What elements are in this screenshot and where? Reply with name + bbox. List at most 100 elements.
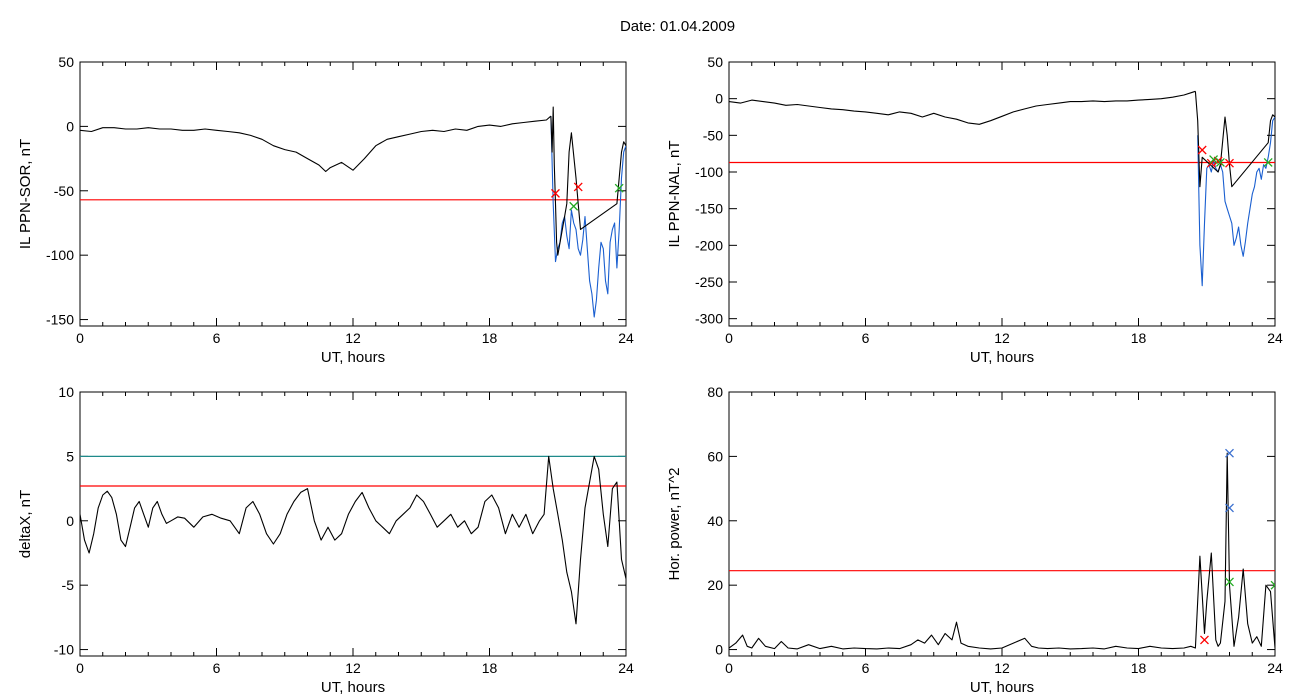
y-tick-label: -5 [62,577,75,593]
marker-stroke [551,188,560,198]
x-tick-label: 24 [618,660,634,676]
y-tick-label: 5 [66,448,74,464]
y-tick-label: 60 [707,448,723,464]
marker-stroke [1270,580,1275,587]
x-axis-label: UT, hours [970,349,1034,366]
marker-stroke [1225,448,1234,458]
y-tick-label: -150 [695,201,723,217]
y-tick-label: -250 [695,274,723,290]
marker-stroke [1197,145,1207,155]
x-axis-label: UT, hours [321,679,385,696]
x-tick-label: 6 [213,330,221,346]
data-trace [80,455,626,625]
y-tick-label: -300 [695,311,723,327]
x-tick-label: 18 [1131,660,1147,676]
marker-green [569,201,579,211]
chart-panel-1: 0 6 12 18 24 50 0 -50 -100 -150 UT, hours IL PPN-SO… [17,54,634,366]
chart-panel-2: 0 6 12 18 24 50 0 -50 -100 -150 -200 -250 -300 UT, ho… [666,54,1283,366]
y-tick-label: -50 [54,183,74,199]
x-tick-label: 24 [1267,660,1283,676]
marker-red [1197,145,1207,155]
y-tick-label: 80 [707,384,723,400]
y-tick-label: 50 [58,54,74,70]
marker-stroke [1270,584,1275,590]
y-tick-label: -10 [54,642,74,658]
marker-stroke [1225,503,1234,513]
y-tick-label: 40 [707,513,723,529]
marker-green [1215,158,1225,167]
marker-green [1225,577,1234,587]
data-trace [550,106,626,256]
marker-stroke [569,201,579,211]
marker-red [573,182,583,192]
marker-stroke [1225,158,1234,168]
plot-area [80,106,626,318]
y-tick-label: 0 [66,513,74,529]
data-trace [1194,91,1275,188]
y-axis-label: deltaX, nT [17,490,34,558]
x-tick-label: 0 [725,660,733,676]
substorm-trace [550,116,626,318]
plot-frame [728,61,1276,327]
marker-stroke [1215,158,1225,167]
marker-blue [1225,503,1234,513]
plot-area [729,448,1275,650]
plot-area [729,90,1275,287]
data-trace [729,452,1275,650]
substorm-trace [1197,116,1275,287]
y-tick-label: -100 [695,164,723,180]
y-tick-label: 0 [715,91,723,107]
chart-panel-4: 0 6 12 18 24 80 60 40 20 0 UT, hours Hor. power, nT… [666,384,1283,696]
marker-stroke [1225,577,1234,587]
x-axis-label: UT, hours [321,349,385,366]
y-tick-label: 50 [707,54,723,70]
x-axis-label: UT, hours [970,679,1034,696]
plot-frame [79,61,627,327]
marker-green [614,183,624,193]
x-tick-label: 6 [862,660,870,676]
y-tick-label: -150 [46,312,74,328]
x-tick-label: 12 [994,660,1010,676]
x-tick-label: 0 [76,330,84,346]
marker-stroke [614,183,624,193]
x-tick-label: 6 [213,660,221,676]
x-tick-label: 12 [345,660,361,676]
marker-green [1270,580,1275,590]
chart-panel-3: 0 6 12 18 24 10 5 0 -5 -10 UT, hours deltaX, nT [17,384,634,696]
marker-green [1209,155,1219,164]
x-tick-label: 12 [994,330,1010,346]
x-tick-label: 24 [1267,330,1283,346]
y-axis-label: IL PPN-SOR, nT [17,139,34,249]
x-tick-label: 18 [482,660,498,676]
y-tick-label: 20 [707,577,723,593]
data-trace [729,90,1196,125]
plot-frame [79,391,627,657]
y-tick-label: -200 [695,237,723,253]
plot-area [80,455,626,625]
marker-stroke [1209,155,1219,164]
x-tick-label: 12 [345,330,361,346]
plot-frame [728,391,1276,657]
y-axis-label: IL PPN-NAL, nT [666,141,683,248]
x-tick-label: 18 [1131,330,1147,346]
marker-green [1263,158,1273,167]
y-tick-label: 0 [715,642,723,658]
marker-red [1200,635,1209,645]
figure-title: Date: 01.04.2009 [619,18,736,35]
data-trace [80,115,552,173]
marker-stroke [1200,635,1209,645]
y-axis-label: Hor. power, nT^2 [666,468,683,581]
y-tick-label: 10 [58,384,74,400]
y-tick-label: 0 [66,118,74,134]
x-tick-label: 0 [76,660,84,676]
x-tick-label: 0 [725,330,733,346]
marker-red [1225,158,1234,168]
marker-blue [1225,448,1234,458]
x-tick-label: 18 [482,330,498,346]
marker-red [551,188,560,198]
y-tick-label: -50 [703,127,723,143]
marker-stroke [1263,158,1273,167]
x-tick-label: 6 [862,330,870,346]
x-tick-label: 24 [618,330,634,346]
